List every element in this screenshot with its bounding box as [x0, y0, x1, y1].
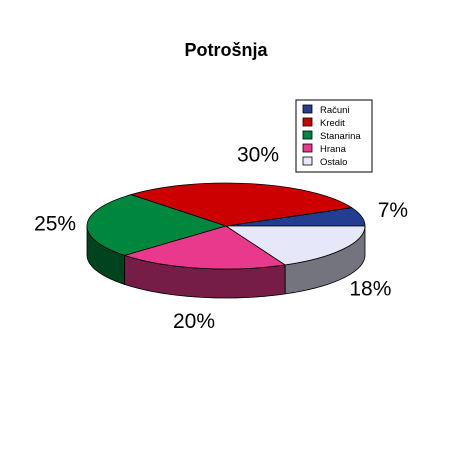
pie-label-racuni: 7% [378, 199, 408, 222]
legend-label-stanarina: Stanarina [320, 131, 361, 142]
legend-label-hrana: Hrana [320, 144, 347, 155]
legend-swatch-ostalo [302, 156, 313, 166]
chart-title: Potrošnja [184, 40, 268, 60]
pie-slice-ostalo [225, 225, 366, 266]
legend-swatch-hrana [302, 143, 313, 153]
pie-sides [86, 225, 366, 299]
pie-label-ostalo: 18% [349, 277, 391, 300]
legend-label-racuni: Računi [320, 105, 350, 116]
pie-slice-stanarina [86, 194, 227, 256]
legend-swatch-stanarina [302, 130, 313, 140]
pie-label-stanarina: 25% [34, 213, 76, 236]
pie-labels: 7% 30% 25% 20% 18% [34, 143, 408, 333]
pie-tops [86, 182, 366, 270]
legend-label-kredit: Kredit [320, 118, 345, 129]
legend: Računi Kredit Stanarina Hrana Ostalo [295, 99, 373, 173]
legend-swatch-racuni [302, 104, 313, 114]
pie-slice-hrana [124, 225, 286, 270]
pie-label-kredit: 30% [237, 143, 279, 166]
pie-label-hrana: 20% [173, 310, 215, 333]
legend-swatch-kredit [302, 117, 313, 127]
legend-label-ostalo: Ostalo [320, 157, 347, 168]
pie-slice-kredit [130, 182, 353, 227]
